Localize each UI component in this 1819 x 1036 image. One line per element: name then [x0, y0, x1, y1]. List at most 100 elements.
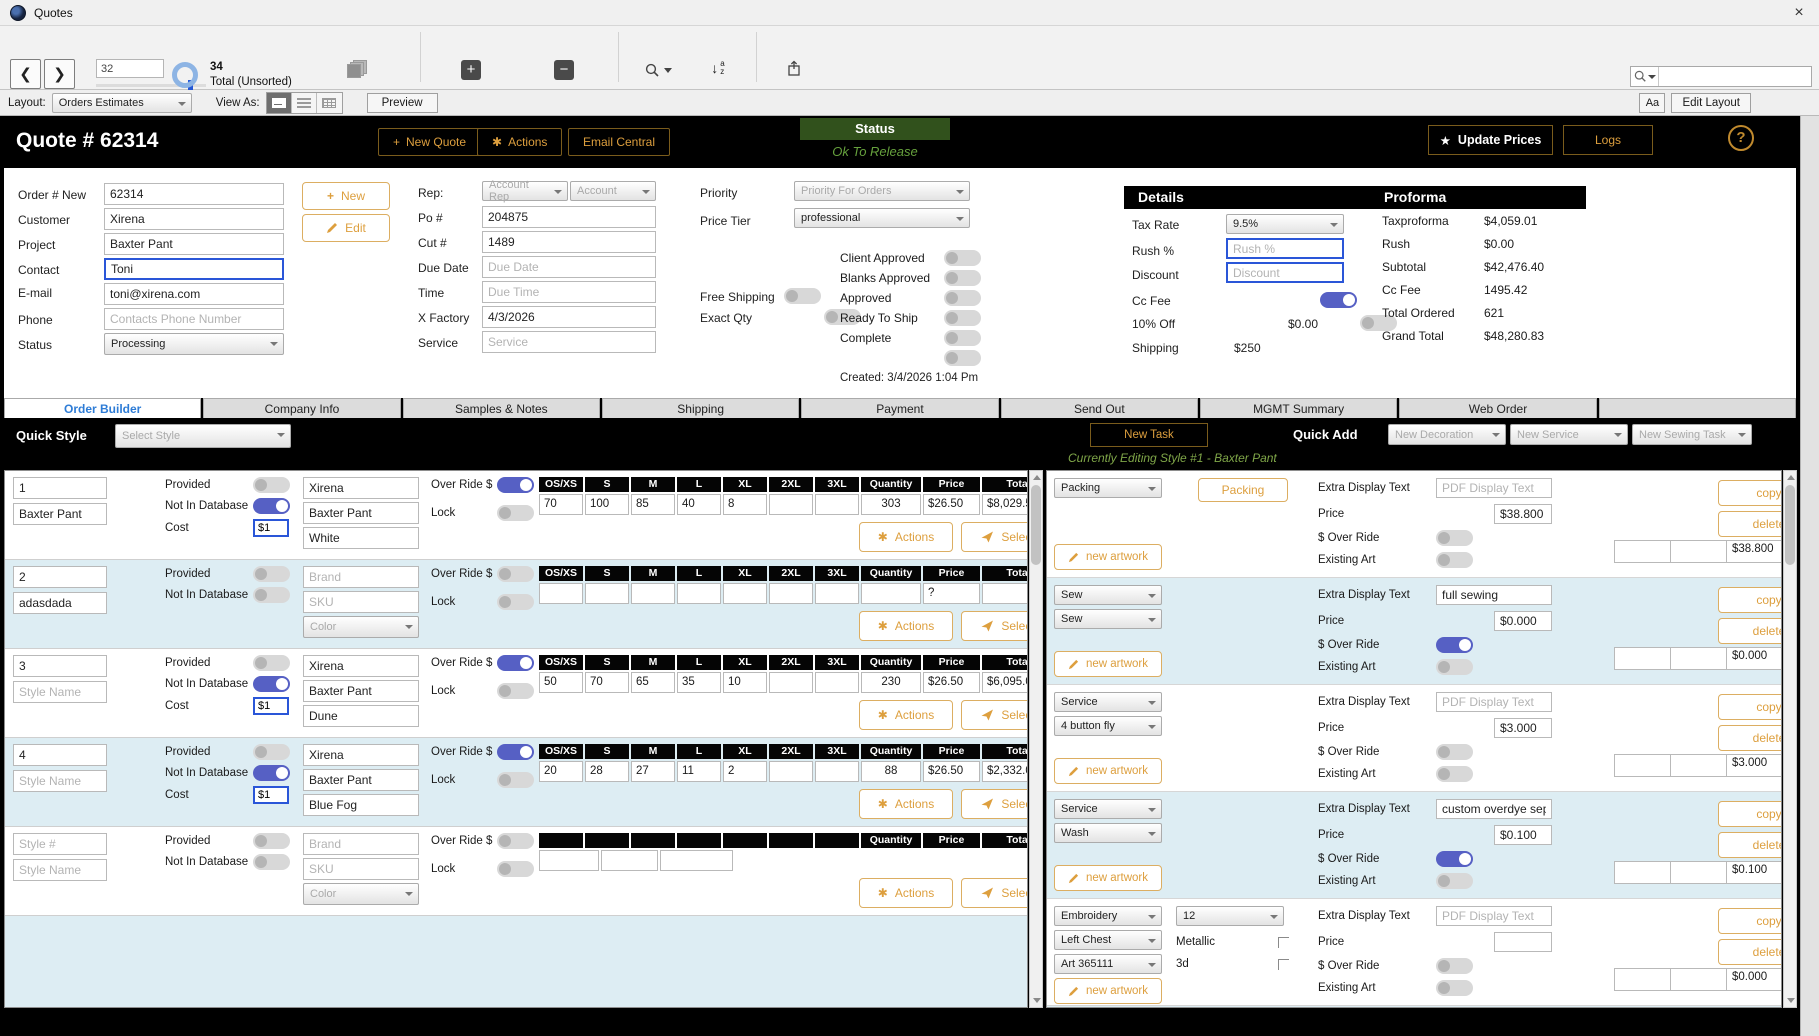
color-input[interactable]: [303, 705, 419, 727]
color-input[interactable]: [303, 794, 419, 816]
extra-display-input[interactable]: [1436, 585, 1552, 605]
contact-field[interactable]: [104, 258, 284, 280]
free-shipping-toggle[interactable]: [784, 288, 821, 304]
approval-toggle[interactable]: [944, 330, 981, 346]
size-cell[interactable]: [815, 583, 859, 604]
layout-select[interactable]: Orders Estimates: [52, 93, 192, 113]
scrollbar-thumb[interactable]: [1031, 485, 1041, 565]
existing-art-toggle[interactable]: [1436, 659, 1473, 675]
tax-rate-select[interactable]: 9.5%: [1226, 214, 1344, 234]
price-input[interactable]: [1494, 718, 1552, 738]
cost-input[interactable]: [253, 519, 289, 537]
copy-button[interactable]: copy: [1718, 908, 1782, 934]
email-central-button[interactable]: Email Central: [568, 128, 670, 156]
extra-display-input[interactable]: [1436, 692, 1552, 712]
size-cell[interactable]: 40: [677, 494, 721, 515]
provided-toggle[interactable]: [253, 655, 290, 671]
priority-select[interactable]: Priority For Orders: [794, 181, 970, 201]
price-tier-select[interactable]: professional: [794, 208, 970, 228]
new-contact-button[interactable]: +New: [302, 182, 390, 210]
style-name-input[interactable]: [13, 770, 107, 792]
not-in-database-toggle[interactable]: [253, 765, 290, 781]
addon-type-select[interactable]: Service: [1054, 799, 1162, 819]
account-select[interactable]: Account: [570, 181, 656, 201]
row-actions-button[interactable]: ✱Actions: [859, 522, 953, 552]
new-task-button[interactable]: New Task: [1090, 423, 1208, 447]
size-cell[interactable]: [769, 583, 813, 604]
new-artwork-button[interactable]: new artwork: [1054, 651, 1162, 677]
existing-art-toggle[interactable]: [1436, 766, 1473, 782]
row-select-button[interactable]: Select: [961, 700, 1028, 730]
size-cell[interactable]: 20: [539, 761, 583, 782]
scroll-down-icon[interactable]: [1033, 998, 1041, 1003]
new-quote-button[interactable]: +New Quote: [378, 128, 481, 156]
new-artwork-button[interactable]: new artwork: [1054, 978, 1162, 1004]
not-in-database-toggle[interactable]: [253, 854, 290, 870]
override-toggle[interactable]: [497, 655, 534, 671]
close-icon[interactable]: ×: [1779, 0, 1819, 26]
size-cell[interactable]: [585, 583, 629, 604]
price-cell[interactable]: $26.50: [923, 761, 980, 782]
row-actions-button[interactable]: ✱Actions: [859, 700, 953, 730]
brand-input[interactable]: [303, 655, 419, 677]
row-actions-button[interactable]: ✱Actions: [859, 611, 953, 641]
cost-input[interactable]: [253, 697, 289, 715]
size-cell[interactable]: 28: [585, 761, 629, 782]
override-toggle[interactable]: [497, 833, 534, 849]
cc-fee-toggle[interactable]: [1320, 292, 1357, 308]
delete-button[interactable]: delete: [1718, 832, 1782, 858]
row-select-button[interactable]: Select: [961, 611, 1028, 641]
approval-toggle[interactable]: [944, 270, 981, 286]
status-select[interactable]: Processing: [104, 333, 284, 355]
color-input[interactable]: [303, 527, 419, 549]
size-cell[interactable]: 85: [631, 494, 675, 515]
dollar-override-toggle[interactable]: [1436, 530, 1473, 546]
price-input[interactable]: [1494, 504, 1552, 524]
existing-art-toggle[interactable]: [1436, 552, 1473, 568]
sku-input[interactable]: [303, 680, 419, 702]
scroll-down-icon[interactable]: [1787, 998, 1795, 1003]
form-view-button[interactable]: [267, 93, 292, 113]
po-field[interactable]: [482, 206, 656, 228]
style-name-input[interactable]: [13, 592, 107, 614]
not-in-database-toggle[interactable]: [253, 676, 290, 692]
addon-badge-button[interactable]: Packing: [1198, 478, 1288, 502]
table-view-button[interactable]: [317, 93, 342, 113]
price-input[interactable]: [1494, 611, 1552, 631]
approval-toggle[interactable]: [944, 250, 981, 266]
lock-toggle[interactable]: [497, 594, 534, 610]
threed-checkbox[interactable]: [1278, 959, 1289, 970]
size-cell[interactable]: [631, 583, 675, 604]
actions-button[interactable]: ✱Actions: [477, 128, 562, 156]
row-select-button[interactable]: Select: [961, 522, 1028, 552]
existing-art-toggle[interactable]: [1436, 980, 1473, 996]
addon-art-select[interactable]: Art 365111: [1054, 954, 1162, 974]
approval-toggle[interactable]: [944, 310, 981, 326]
row-actions-button[interactable]: ✱Actions: [859, 878, 953, 908]
size-cell[interactable]: [815, 672, 859, 693]
addon-type-select[interactable]: Packing: [1054, 478, 1162, 498]
style-number-input[interactable]: [13, 744, 107, 766]
new-sewing-task-dropdown[interactable]: New Sewing Task: [1632, 424, 1752, 445]
size-cell[interactable]: [723, 583, 767, 604]
size-cell[interactable]: 35: [677, 672, 721, 693]
style-name-input[interactable]: [13, 859, 107, 881]
size-cell[interactable]: 27: [631, 761, 675, 782]
sku-input[interactable]: [303, 858, 419, 880]
due-time-field[interactable]: [482, 281, 656, 303]
new-artwork-button[interactable]: new artwork: [1054, 758, 1162, 784]
copy-button[interactable]: copy: [1718, 480, 1782, 506]
style-number-input[interactable]: [13, 655, 107, 677]
addon-type-select[interactable]: Sew: [1054, 585, 1162, 605]
size-cell[interactable]: 8: [723, 494, 767, 515]
sku-input[interactable]: [303, 591, 419, 613]
override-toggle[interactable]: [497, 477, 534, 493]
price-cell[interactable]: [601, 850, 658, 871]
addon-type-select[interactable]: Service: [1054, 692, 1162, 712]
override-toggle[interactable]: [497, 566, 534, 582]
copy-button[interactable]: copy: [1718, 801, 1782, 827]
scroll-up-icon[interactable]: [1033, 475, 1041, 480]
size-cell[interactable]: [815, 761, 859, 782]
dollar-override-toggle[interactable]: [1436, 958, 1473, 974]
edit-contact-button[interactable]: Edit: [302, 214, 390, 242]
